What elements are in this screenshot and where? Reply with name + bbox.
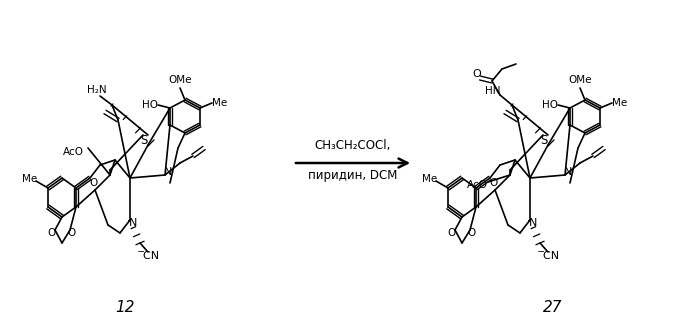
Text: HN: HN (485, 86, 500, 96)
Text: O: O (67, 228, 75, 238)
Text: S: S (540, 134, 547, 147)
Text: HO: HO (142, 100, 158, 110)
Text: ̅CN: ̅CN (544, 251, 560, 261)
Text: O: O (47, 228, 55, 238)
Text: Me: Me (212, 98, 228, 108)
Text: ̅CN: ̅CN (144, 251, 160, 261)
Text: 27: 27 (543, 301, 563, 315)
Text: N: N (129, 218, 137, 228)
Text: HO: HO (542, 100, 558, 110)
Text: O: O (489, 178, 497, 188)
Text: S: S (140, 134, 148, 147)
Text: CH₃CH₂COCl,: CH₃CH₂COCl, (315, 139, 391, 152)
Text: N: N (528, 218, 537, 228)
Text: 12: 12 (116, 301, 134, 315)
Text: H₂N: H₂N (88, 85, 107, 95)
Text: OMe: OMe (568, 75, 592, 85)
Text: Me: Me (612, 98, 628, 108)
Text: OMe: OMe (168, 75, 192, 85)
Text: AcO: AcO (62, 147, 83, 157)
Text: O: O (473, 69, 482, 79)
Text: N: N (564, 167, 572, 177)
Text: N: N (164, 167, 172, 177)
Text: O: O (89, 178, 97, 188)
Text: O: O (467, 228, 475, 238)
Text: пиридин, DCM: пиридин, DCM (308, 169, 398, 182)
Text: Me: Me (422, 174, 438, 184)
Text: O: O (447, 228, 455, 238)
Text: Me: Me (22, 174, 38, 184)
Text: AcO: AcO (466, 180, 487, 190)
